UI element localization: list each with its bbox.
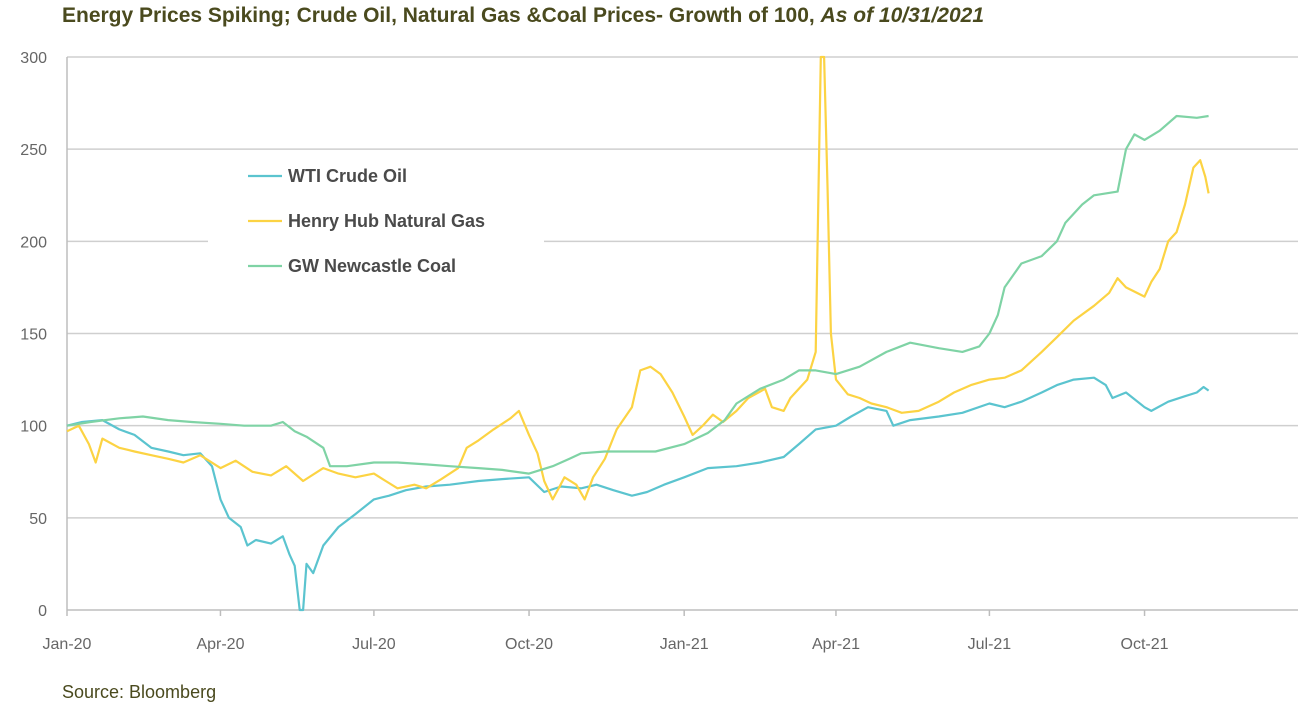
x-tick-label: Jul-21: [968, 636, 1012, 653]
chart-legend: WTI Crude Oil Henry Hub Natural Gas GW New…: [208, 155, 544, 285]
x-tick-label: Apr-21: [812, 636, 860, 653]
chart-grid: [66, 56, 1298, 611]
chart-title: Energy Prices Spiking; Crude Oil, Natura…: [62, 4, 984, 28]
x-axis: Jan-20 Apr-20 Jul-20 Oct-20 Jan-21 Apr-21 Jul-…: [43, 610, 1169, 653]
series-line-gw-newcastle-coal: [66, 114, 1209, 475]
x-tick-label: Oct-20: [505, 636, 553, 653]
x-tick-label: Apr-20: [196, 636, 244, 653]
y-tick-label: 200: [20, 234, 47, 251]
legend-label-henry-hub-natural-gas: Henry Hub Natural Gas: [288, 211, 485, 231]
series-line-henry-hub-natural-gas: [66, 55, 1210, 501]
y-tick-label: 100: [20, 419, 47, 436]
chart-title-asof: As of 10/31/2021: [820, 4, 984, 27]
x-tick-label: Jul-20: [352, 636, 396, 653]
y-tick-label: 0: [38, 603, 47, 620]
series-line-wti-crude-oil: [66, 376, 1210, 612]
x-tick-label: Oct-21: [1121, 636, 1169, 653]
y-axis: 0 50 100 150 200 250 300: [20, 50, 47, 620]
y-tick-label: 150: [20, 327, 47, 344]
y-tick-label: 250: [20, 142, 47, 159]
legend-label-gw-newcastle-coal: GW Newcastle Coal: [288, 256, 456, 276]
line-chart: 0 50 100 150 200 250 300 Jan-20 Apr-20 Jul-20 Oct…: [20, 50, 1298, 653]
x-tick-label: Jan-21: [660, 636, 709, 653]
y-tick-label: 300: [20, 50, 47, 67]
y-tick-label: 50: [29, 511, 47, 528]
chart-title-main: Energy Prices Spiking; Crude Oil, Natura…: [62, 4, 815, 27]
source-note: Source: Bloomberg: [62, 682, 217, 702]
chart-series: [66, 55, 1210, 612]
x-tick-label: Jan-20: [43, 636, 92, 653]
legend-label-wti-crude-oil: WTI Crude Oil: [288, 166, 407, 186]
